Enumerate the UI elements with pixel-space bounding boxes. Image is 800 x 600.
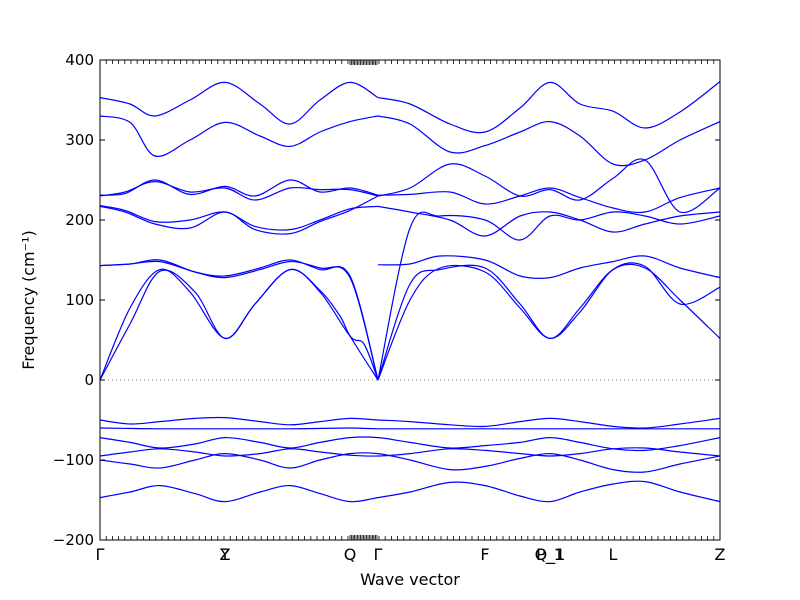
y-tick-label: 200: [65, 211, 94, 229]
band-line: [100, 427, 720, 430]
band-line: [100, 179, 379, 197]
band-line: [100, 115, 379, 157]
x-tick-label: Γ: [374, 545, 383, 564]
x-tick-label: Z: [220, 545, 231, 564]
band-line: [100, 480, 720, 503]
band-lines: [100, 81, 720, 503]
x-axis-ticks: Γ YZ Q Γ F P_1Q_1 L Z: [96, 60, 726, 565]
band-line: [377, 211, 720, 381]
band-line: [377, 205, 720, 237]
x-axis-title: Wave vector: [360, 570, 460, 589]
band-line: [100, 81, 379, 125]
band-line: [100, 416, 720, 429]
y-tick-label: 0: [84, 371, 94, 389]
band-line: [377, 81, 720, 134]
band-line: [100, 447, 720, 457]
x-tick-label: F: [480, 545, 489, 564]
band-line: [100, 452, 720, 473]
band-line: [100, 268, 379, 381]
y-tick-label: −100: [53, 451, 94, 469]
band-line: [100, 195, 379, 235]
y-axis-ticks: −200 −100 0 100 200 300 400: [53, 51, 720, 549]
y-tick-label: −200: [53, 531, 94, 549]
band-line: [377, 262, 720, 381]
x-tick-label: Y: [219, 545, 230, 564]
band-line: [100, 205, 379, 231]
y-tick-label: 100: [65, 291, 94, 309]
band-line: [377, 255, 720, 280]
x-tick-label: Γ: [96, 545, 105, 564]
y-tick-label: 400: [65, 51, 94, 69]
band-line: [377, 115, 720, 167]
band-line: [377, 158, 720, 214]
x-tick-label: Q: [344, 545, 357, 564]
x-tick-label: L: [609, 545, 618, 564]
x-tick-label: Q_1: [535, 545, 566, 565]
x-tick-label: P_1: [536, 545, 564, 565]
band-line: [100, 436, 720, 452]
y-tick-label: 300: [65, 131, 94, 149]
band-line: [377, 187, 720, 214]
band-line: [100, 260, 379, 381]
x-tick-label: Z: [715, 545, 726, 564]
y-axis-title: Frequency (cm⁻¹): [19, 230, 38, 369]
band-line: [100, 259, 379, 381]
